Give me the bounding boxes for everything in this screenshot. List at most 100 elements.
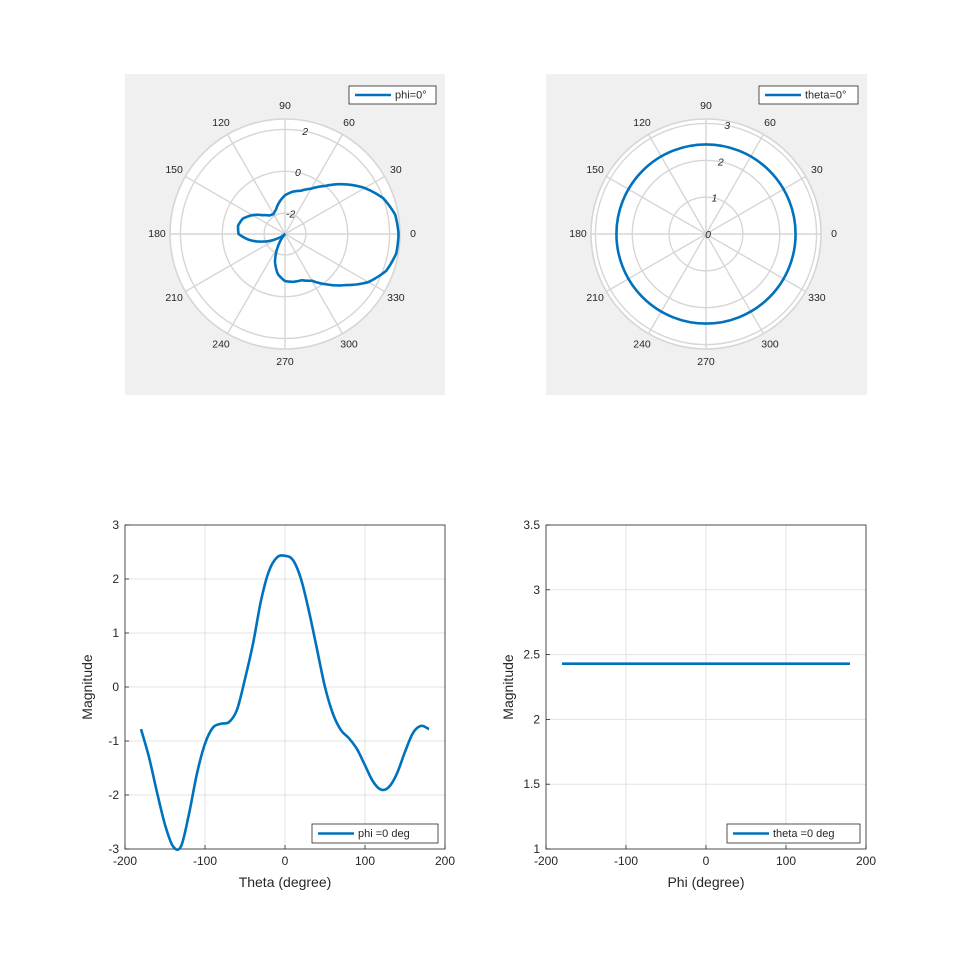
series-line (139, 554, 430, 851)
polar-outer-ring (590, 118, 822, 350)
x-tick-label: 100 (776, 854, 796, 868)
polar-grid-spoke (705, 233, 765, 334)
theta-tick-label: 270 (697, 356, 715, 368)
theta-tick-label: 330 (808, 292, 826, 304)
y-tick-label: -3 (108, 842, 119, 856)
x-tick-label: 0 (282, 854, 289, 868)
legend-entry: phi=0° (395, 89, 427, 101)
grid (124, 524, 446, 850)
y-tick-label: 1 (112, 626, 119, 640)
theta-tick-label: 0 (831, 228, 837, 240)
r-tick-label: 0 (295, 167, 301, 179)
polar-grid-spoke (606, 175, 707, 235)
x-tick-label: -200 (534, 854, 558, 868)
polar-grid-spoke (284, 134, 344, 235)
theta-tick-label: 300 (340, 339, 358, 351)
y-tick-label: 1 (533, 842, 540, 856)
theta-tick-label: 210 (586, 292, 604, 304)
tick-labels: -200 -100 0 100 200 -3 -2 -1 0 1 2 3 (108, 518, 455, 868)
polar-grid-spoke (705, 233, 806, 293)
polar-chart-theta: 0 30 60 90 120 150 180 210 240 270 300 330 0 1 2 3 thet… (546, 74, 867, 395)
y-tick-label: 3 (112, 518, 119, 532)
x-axis-label: Phi (degree) (667, 874, 744, 890)
y-axis-label: Magnitude (79, 654, 95, 720)
legend-box (758, 85, 859, 105)
x-tick-label: 0 (703, 854, 710, 868)
x-tick-label: 100 (355, 854, 375, 868)
theta-tick-label: 210 (165, 292, 183, 304)
theta-tick-label: 150 (165, 164, 183, 176)
legend-entry: theta=0° (805, 89, 846, 101)
tick-labels: -200 -100 0 100 200 1 1.5 2 2.5 3 3.5 (523, 518, 876, 868)
grid (545, 524, 867, 850)
y-tick-label: 2.5 (523, 648, 540, 662)
y-tick-label: 2 (112, 572, 119, 586)
r-tick-label: -2 (286, 208, 295, 220)
theta-tick-label: 240 (212, 339, 230, 351)
theta-tick-label: 180 (148, 228, 166, 240)
r-tick-label: 2 (717, 156, 724, 168)
legend-box (348, 85, 437, 105)
legend-entry: theta =0 deg (773, 828, 834, 840)
polar-grid-spoke (647, 134, 707, 235)
theta-tick-label: 240 (633, 339, 651, 351)
polar-grid-spoke (705, 175, 806, 235)
polar-grid-spoke (185, 175, 286, 235)
theta-tick-label: 60 (764, 117, 776, 129)
legend: theta=0° (758, 85, 859, 105)
x-tick-label: 200 (856, 854, 876, 868)
theta-tick-label: 60 (343, 117, 355, 129)
polar-series-line (615, 142, 797, 326)
theta-tick-label: 330 (387, 292, 405, 304)
r-tick-label: 2 (301, 126, 308, 138)
line-chart-theta: -200 -100 0 100 200 -3 -2 -1 0 1 2 3 Theta (degree)… (79, 518, 455, 890)
polar-grid-spoke (705, 134, 765, 235)
polar-grid-spoke (647, 233, 707, 334)
r-tick-label: 3 (724, 120, 730, 132)
theta-tick-label: 90 (700, 100, 712, 112)
legend-entry: phi =0 deg (358, 828, 410, 840)
polar-tick-labels: 0 30 60 90 120 150 180 210 240 270 300 330 0 1 2 3 (569, 100, 837, 368)
polar-series-line (236, 182, 400, 287)
y-tick-label: -2 (108, 788, 119, 802)
y-tick-label: 3 (533, 583, 540, 597)
theta-tick-label: 150 (586, 164, 604, 176)
legend: phi=0° (348, 85, 437, 105)
theta-tick-label: 30 (811, 164, 823, 176)
y-axis-label: Magnitude (500, 654, 516, 720)
theta-tick-label: 0 (410, 228, 416, 240)
legend: phi =0 deg (311, 823, 439, 844)
theta-tick-label: 120 (633, 117, 651, 129)
polar-grid-spoke (185, 233, 286, 293)
legend: theta =0 deg (726, 823, 861, 844)
line-chart-phi: -200 -100 0 100 200 1 1.5 2 2.5 3 3.5 Phi (degree)… (500, 518, 876, 890)
r-tick-label: 0 (705, 229, 711, 241)
polar-chart-phi: 0 30 60 90 120 150 180 210 240 270 300 330 -2 0 2 phi=… (125, 74, 445, 395)
theta-tick-label: 30 (390, 164, 402, 176)
theta-tick-label: 270 (276, 356, 294, 368)
y-tick-label: 2 (533, 712, 540, 726)
theta-tick-label: 120 (212, 117, 230, 129)
polar-grid-spoke (284, 175, 385, 235)
y-tick-label: -1 (108, 734, 119, 748)
theta-tick-label: 90 (279, 100, 291, 112)
r-tick-label: 1 (711, 193, 717, 205)
polar-grid-spoke (284, 233, 344, 334)
legend-box (726, 823, 861, 844)
theta-tick-label: 180 (569, 228, 587, 240)
x-tick-label: -100 (614, 854, 638, 868)
polar-grid-spoke (226, 134, 286, 235)
theta-tick-label: 300 (761, 339, 779, 351)
polar-outer-ring (169, 118, 401, 350)
x-tick-label: -100 (193, 854, 217, 868)
y-tick-label: 3.5 (523, 518, 540, 532)
x-tick-label: -200 (113, 854, 137, 868)
y-tick-label: 0 (112, 680, 119, 694)
polar-tick-labels: 0 30 60 90 120 150 180 210 240 270 300 330 -2 0 2 (148, 100, 416, 368)
polar-grid-spoke (606, 233, 707, 293)
x-axis-label: Theta (degree) (239, 874, 332, 890)
x-tick-label: 200 (435, 854, 455, 868)
legend-box (311, 823, 439, 844)
polar-grid (590, 118, 822, 350)
